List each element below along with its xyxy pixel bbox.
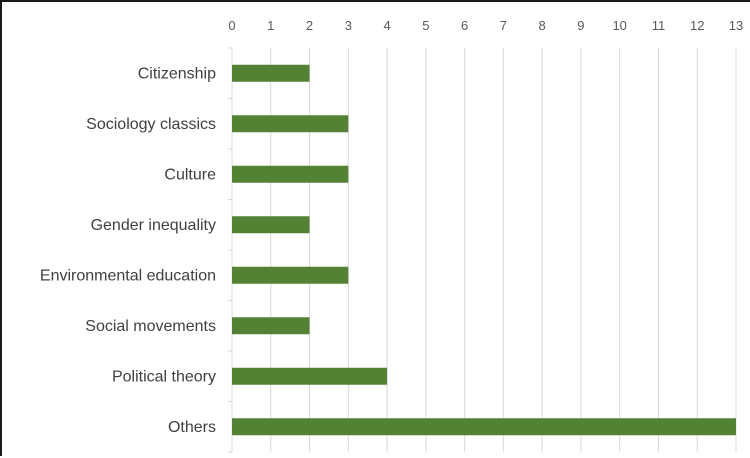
x-tick-label: 8 [539, 18, 546, 33]
category-labels: Citizenship Sociology classics Culture Gend… [40, 65, 216, 436]
bar [232, 367, 388, 385]
y-axis [228, 47, 233, 453]
x-tick-label: 4 [383, 18, 390, 33]
bar [232, 216, 310, 234]
x-axis-ticks: 0 1 2 3 4 5 6 7 8 9 10 11 12 13 [228, 18, 743, 33]
category-label: Sociology classics [86, 116, 216, 133]
bar [232, 115, 349, 133]
bar [232, 317, 310, 335]
bar [232, 64, 310, 82]
x-tick-label: 2 [306, 18, 313, 33]
category-label: Citizenship [138, 65, 216, 82]
x-tick-label: 11 [652, 18, 666, 33]
category-label: Environmental education [40, 267, 216, 284]
x-tick-label: 5 [422, 18, 429, 33]
category-label: Gender inequality [91, 217, 216, 234]
category-label: Others [168, 419, 216, 436]
bar [232, 418, 736, 436]
x-tick-label: 9 [577, 18, 584, 33]
x-tick-label: 0 [228, 18, 235, 33]
x-tick-label: 7 [500, 18, 507, 33]
bar [232, 165, 349, 183]
bars [232, 64, 736, 436]
x-tick-label: 1 [267, 18, 274, 33]
x-tick-label: 12 [690, 18, 704, 33]
bar [232, 266, 349, 284]
x-tick-label: 3 [345, 18, 352, 33]
x-tick-label: 13 [729, 18, 743, 33]
category-label: Social movements [85, 318, 216, 335]
gridlines [270, 48, 737, 452]
x-tick-label: 10 [612, 18, 626, 33]
category-label: Political theory [112, 368, 216, 385]
x-tick-label: 6 [461, 18, 468, 33]
category-label: Culture [164, 166, 216, 183]
